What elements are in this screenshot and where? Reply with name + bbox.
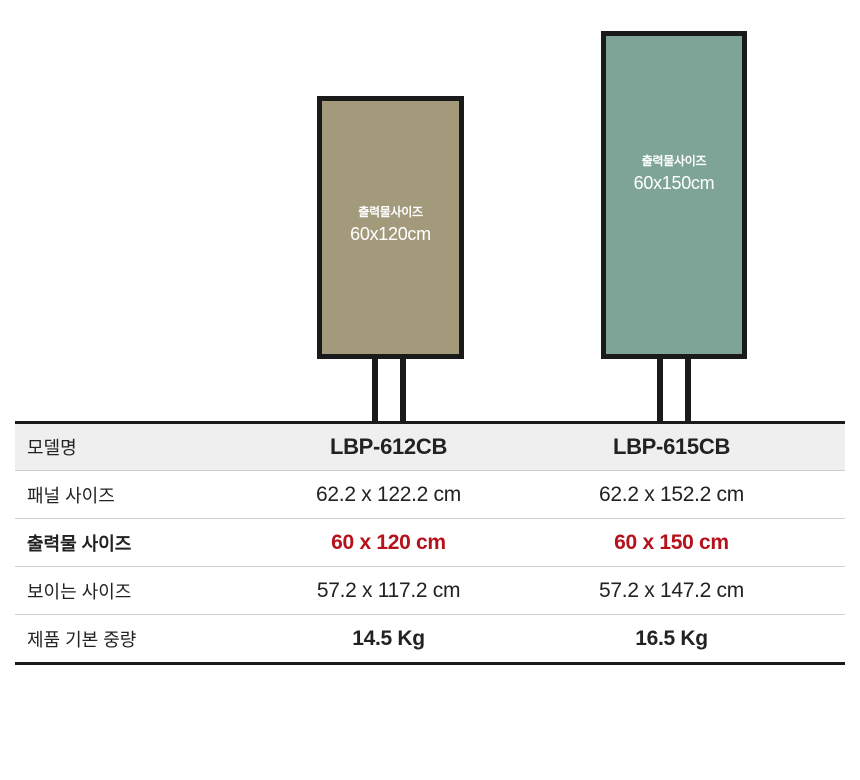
model-a-value: LBP-612CB (329, 434, 448, 459)
spec-table: 모델명 LBP-612CB LBP-615CB 패널 사이즈 62.2 x 12… (15, 421, 845, 665)
table-row-visible-size: 보이는 사이즈 57.2 x 117.2 cm 57.2 x 147.2 cm (15, 566, 845, 614)
print-size-value: 60x150cm (633, 172, 715, 193)
table-row-panel-size: 패널 사이즈 62.2 x 122.2 cm 62.2 x 152.2 cm (15, 470, 845, 518)
stand-pole-left (372, 359, 378, 422)
print-size-caption: 출력물사이즈 (641, 153, 707, 168)
table-row-print-size: 출력물 사이즈 60 x 120 cm 60 x 150 cm (15, 518, 845, 566)
row-label: 출력물 사이즈 (27, 533, 132, 554)
print-panel: 출력물사이즈 60x150cm (601, 31, 747, 359)
row-label: 패널 사이즈 (27, 485, 115, 506)
stand-pole-left (657, 359, 663, 422)
stand-pole-right (400, 359, 406, 422)
table-row-weight: 제품 기본 중량 14.5 Kg 16.5 Kg (15, 614, 845, 662)
model-a-value: 60 x 120 cm (331, 530, 446, 554)
row-label: 제품 기본 중량 (27, 629, 137, 650)
print-size-caption: 출력물사이즈 (358, 204, 423, 219)
stand-pole-right (685, 359, 691, 422)
model-b-value: LBP-615CB (612, 434, 731, 459)
print-panel: 출력물사이즈 60x120cm (317, 96, 464, 359)
model-b-value: 62.2 x 152.2 cm (599, 482, 744, 506)
model-a-value: 14.5 Kg (352, 626, 425, 650)
model-a-value: 57.2 x 117.2 cm (316, 578, 461, 602)
table-row-model: 모델명 LBP-612CB LBP-615CB (15, 424, 845, 470)
model-a-value: 62.2 x 122.2 cm (316, 482, 461, 506)
model-b-value: 16.5 Kg (635, 626, 708, 650)
model-b-value: 57.2 x 147.2 cm (599, 578, 744, 602)
row-label: 보이는 사이즈 (27, 581, 132, 602)
print-size-value: 60x120cm (350, 223, 431, 244)
model-b-value: 60 x 150 cm (614, 530, 729, 554)
row-label: 모델명 (27, 438, 77, 458)
